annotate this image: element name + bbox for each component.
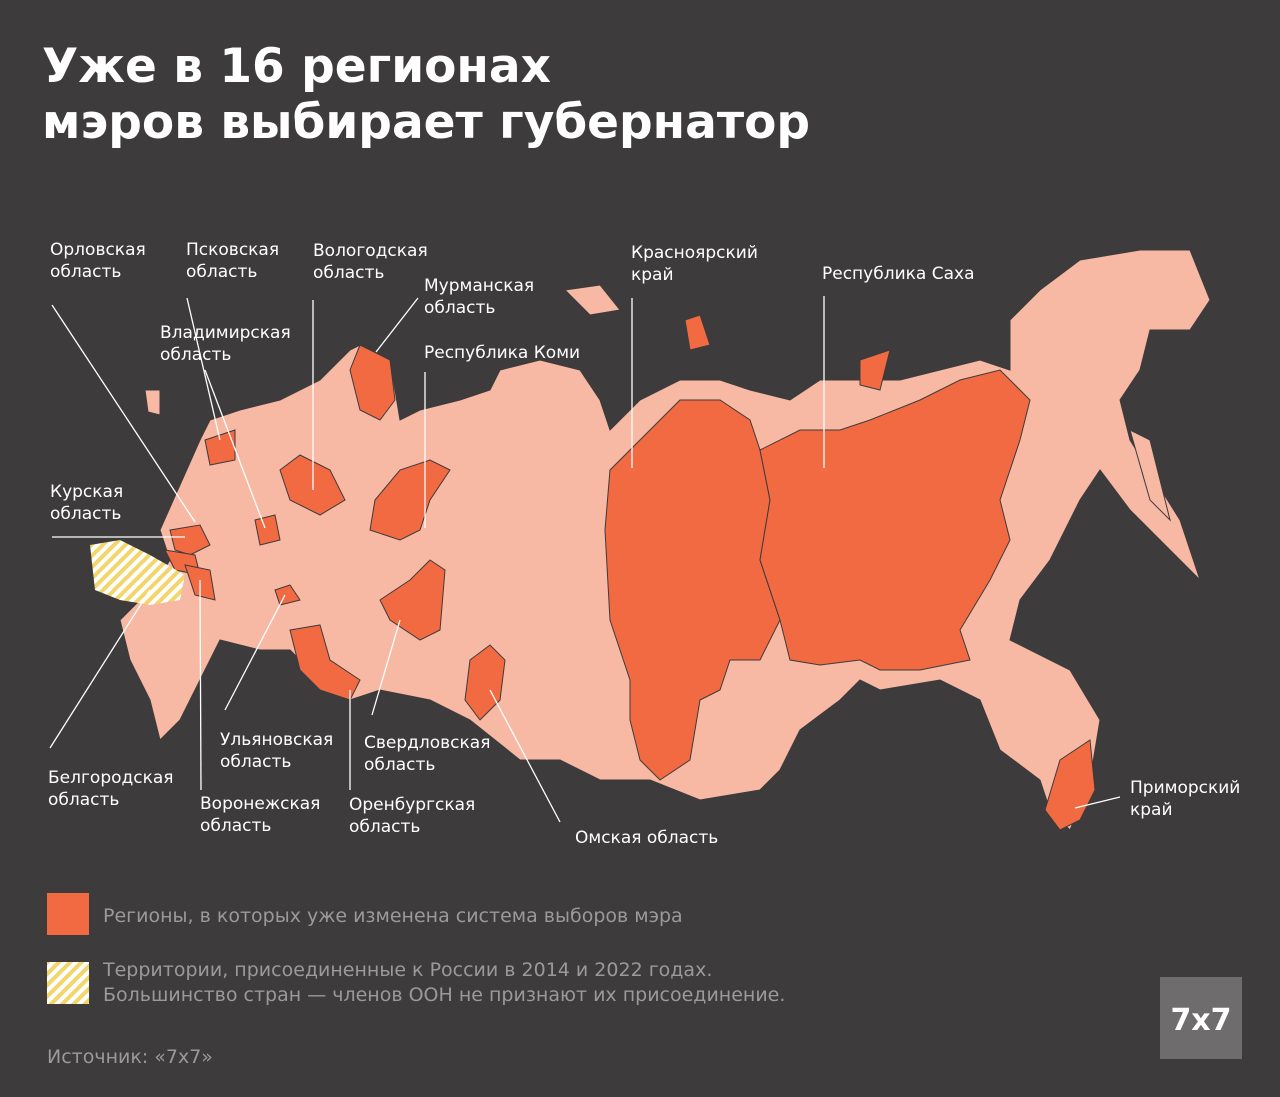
leader-line [186,297,221,441]
leader-line [49,589,151,749]
region-label: край [631,265,674,285]
title: Уже в 16 регионах [42,39,551,94]
island [563,284,621,316]
region-label: область [349,817,420,837]
legend-text: Территории, присоединенные к России в 20… [102,959,712,981]
region-label: область [220,752,291,772]
region-label: область [424,298,495,318]
region-label: Омская область [575,828,718,848]
region-label: Мурманская [424,276,534,296]
leader-line [224,594,286,711]
source: Источник: «7x7» [47,1046,213,1068]
region-label: область [160,345,231,365]
region-label: Белгородская [48,768,174,788]
komi [369,459,451,541]
annexed-territories [90,540,185,605]
ulyanovsk [274,584,301,606]
orel [169,524,211,556]
map [90,249,1211,831]
region-label: область [186,262,257,282]
leader-line [375,297,419,353]
region-label: область [48,790,119,810]
region-label: край [1130,800,1173,820]
title: мэров выбирает губернатор [42,95,810,150]
leader-line [204,369,266,529]
region-label: Воронежская [200,794,320,814]
leader-line [371,619,401,716]
leader-line [1074,796,1121,809]
legend-text: Большинство стран — членов ООН не призна… [103,984,785,1006]
legend-swatch [47,893,89,935]
pskov [204,429,236,466]
leader-line [489,689,561,823]
saha [759,369,1031,671]
omsk [464,644,506,721]
region-label: Вологодская [313,241,428,261]
region-label: область [200,816,271,836]
island [144,389,161,416]
leader-line [51,304,196,523]
saha-island [859,349,891,391]
region-label: Оренбургская [349,795,475,815]
vladimir [254,514,281,546]
orenburg [289,624,361,701]
murmansk [349,344,396,421]
primorsky [1044,739,1096,831]
leader-line [199,579,202,791]
region-label: Республика Коми [424,343,580,363]
region-label: область [50,504,121,524]
krasnoyarsk-island [684,314,711,351]
region-label: Орловская [50,240,146,260]
legend-swatch [47,962,89,1004]
logo: 7x7 [1170,1003,1231,1038]
region-label: область [313,263,384,283]
region-label: Красноярский [631,243,758,263]
region-label: Курская [50,482,123,502]
region-label: Владимирская [160,323,291,343]
region-label: область [364,755,435,775]
sverdlovsk [379,559,446,641]
region-label: Приморский [1130,778,1240,798]
legend-text: Регионы, в которых уже изменена система … [103,905,683,927]
island [1129,429,1171,522]
region-label: Свердловская [364,733,490,753]
region-label: Республика Саха [822,264,975,284]
region-label: Ульяновская [220,730,333,750]
logo-box [1160,977,1242,1059]
region-label: область [50,262,121,282]
region-label: Псковская [186,240,279,260]
krasnoyarsk [604,399,781,781]
